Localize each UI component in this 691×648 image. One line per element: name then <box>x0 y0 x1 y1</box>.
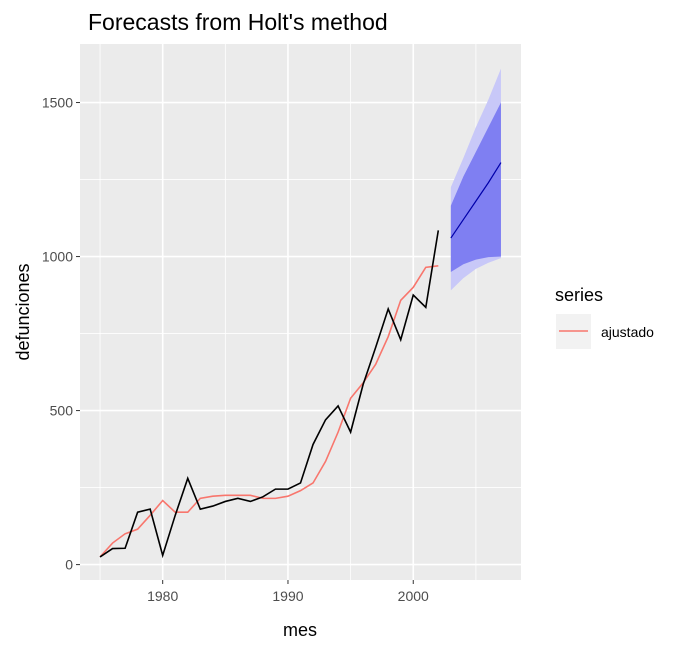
plot-panel <box>80 44 521 580</box>
y-tick-label: 0 <box>65 557 73 573</box>
x-tick-label: 2000 <box>398 588 429 604</box>
observed-line <box>99 230 440 559</box>
y-axis-title: defunciones <box>13 263 33 360</box>
legend: series ajustado <box>555 285 654 349</box>
gridlines <box>80 44 521 580</box>
fitted-line <box>99 264 439 558</box>
chart-title: Forecasts from Holt's method <box>88 9 388 35</box>
x-tick-label: 1980 <box>147 588 178 604</box>
y-tick-label: 1500 <box>42 95 73 111</box>
x-tick-label: 1990 <box>272 588 303 604</box>
forecast-mean-line <box>450 162 502 239</box>
y-tick-label: 500 <box>50 403 74 419</box>
prediction-intervals <box>450 68 501 291</box>
series-lines <box>99 162 502 559</box>
axis-ticks: 1980 1990 2000 0 500 1000 1500 <box>42 95 429 604</box>
legend-label-ajustado: ajustado <box>601 324 654 340</box>
legend-title: series <box>555 285 603 305</box>
pi80-band <box>450 102 501 272</box>
x-axis-title: mes <box>283 620 317 640</box>
y-tick-label: 1000 <box>42 249 73 265</box>
